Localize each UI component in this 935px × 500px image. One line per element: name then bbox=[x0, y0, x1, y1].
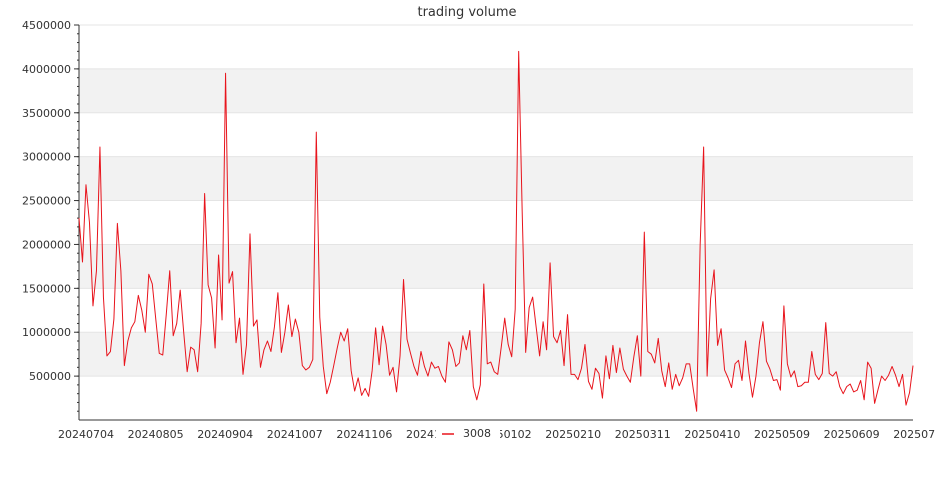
legend-background bbox=[436, 424, 500, 442]
x-tick-label: 20240904 bbox=[197, 428, 253, 441]
x-tick-label: 20250609 bbox=[824, 428, 880, 441]
series-layer bbox=[78, 50, 914, 412]
grid-bands bbox=[79, 24, 913, 377]
grid-band bbox=[79, 68, 913, 113]
y-tick-label: 4500000 bbox=[22, 19, 71, 32]
legend: 3008 bbox=[436, 424, 500, 442]
y-tick-label: 500000 bbox=[29, 370, 71, 383]
y-tick-label: 3500000 bbox=[22, 107, 71, 120]
y-tick-label: 1000000 bbox=[22, 326, 71, 339]
series-line-3008 bbox=[78, 50, 914, 412]
x-tick-label: 20250210 bbox=[545, 428, 601, 441]
x-tick-label: 20250410 bbox=[684, 428, 740, 441]
grid-band bbox=[79, 332, 913, 377]
x-tick-label: 20250311 bbox=[615, 428, 671, 441]
x-tick-label: 20241007 bbox=[267, 428, 323, 441]
grid-band bbox=[79, 156, 913, 201]
y-tick-label: 1500000 bbox=[22, 282, 71, 295]
legend-label-3008: 3008 bbox=[463, 427, 491, 440]
x-tick-label: 20250704 bbox=[893, 428, 935, 441]
x-tick-label: 20250509 bbox=[754, 428, 810, 441]
chart-title: trading volume bbox=[417, 5, 516, 20]
x-tick-label: 20241106 bbox=[336, 428, 392, 441]
y-tick-label: 4000000 bbox=[22, 63, 71, 76]
grid-band bbox=[79, 244, 913, 289]
y-tick-label: 2000000 bbox=[22, 238, 71, 251]
x-tick-label: 20240805 bbox=[128, 428, 184, 441]
y-tick-label: 3000000 bbox=[22, 151, 71, 164]
y-tick-label: 2500000 bbox=[22, 195, 71, 208]
x-tick-label: 20240704 bbox=[58, 428, 114, 441]
